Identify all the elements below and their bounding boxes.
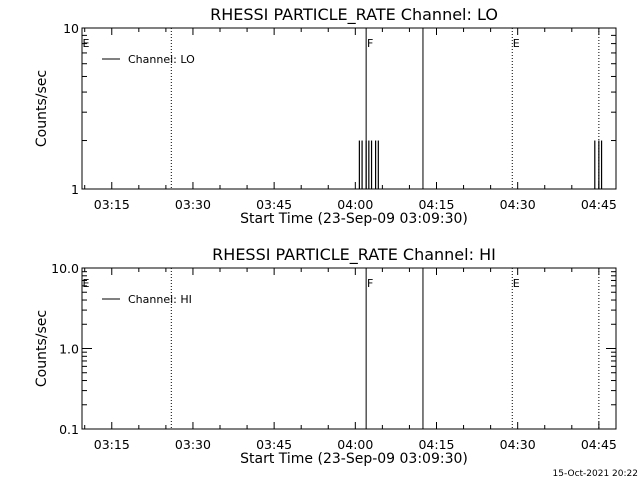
timestamp: 15-Oct-2021 20:22	[553, 469, 638, 479]
chart-1-x-tick-label: 03:30	[175, 197, 211, 212]
chart-1-x-axis-label: Start Time (23-Sep-09 03:09:30)	[240, 211, 468, 227]
chart-1-series-1	[358, 140, 603, 189]
chart-1-marker-label: E	[83, 37, 90, 50]
chart-1-y-tick-label: 10	[63, 21, 79, 36]
chart-1-x-tick-label: 04:00	[337, 197, 373, 212]
chart-2-x-tick-label: 04:15	[418, 437, 454, 452]
chart-1-y-tick-label: 1	[71, 182, 79, 197]
chart-2-x-tick-label: 03:45	[256, 437, 292, 452]
chart-2-marker-label: E	[83, 277, 90, 290]
chart-2-x-tick-label: 04:00	[337, 437, 373, 452]
chart-1-legend-label: Channel: LO	[128, 53, 195, 66]
chart-2-y-tick-label: 10.0	[51, 261, 79, 276]
chart-1-x-tick-label: 04:30	[500, 197, 536, 212]
chart-1-title: RHESSI PARTICLE_RATE Channel: LO	[210, 5, 498, 25]
chart-1-marker-label: F	[367, 37, 373, 50]
chart-2-y-tick-label: 0.1	[59, 422, 79, 437]
chart-1-x-tick-label: 03:45	[256, 197, 292, 212]
chart-2-x-tick-label: 03:30	[175, 437, 211, 452]
chart-2-marker-label: E	[513, 277, 520, 290]
chart-1-x-tick-label: 03:15	[94, 197, 130, 212]
chart-1-x-tick-label: 04:15	[418, 197, 454, 212]
chart-1-panel: RHESSI PARTICLE_RATE Channel: LO 03:15 03:…	[34, 5, 617, 227]
chart-2-x-tick-label: 04:30	[500, 437, 536, 452]
chart-2-y-axis-label: Counts/sec	[34, 310, 50, 387]
chart-2-x-tick-label: 04:45	[581, 437, 617, 452]
chart-1-x-tick-label: 04:45	[581, 197, 617, 212]
chart-2-title: RHESSI PARTICLE_RATE Channel: HI	[212, 245, 496, 265]
chart-1-plot-frame	[81, 27, 617, 190]
chart-2-panel: RHESSI PARTICLE_RATE Channel: HI 03:15 03:…	[34, 245, 617, 467]
chart-2-x-axis-label: Start Time (23-Sep-09 03:09:30)	[240, 451, 468, 467]
chart-1-y-axis-label: Counts/sec	[34, 70, 50, 147]
chart-2-legend-label: Channel: HI	[128, 293, 192, 306]
chart-1-marker-label: E	[513, 37, 520, 50]
chart-2-x-tick-label: 03:15	[94, 437, 130, 452]
chart-2-marker-label: F	[367, 277, 373, 290]
chart-2-y-tick-label: 1.0	[59, 342, 79, 357]
